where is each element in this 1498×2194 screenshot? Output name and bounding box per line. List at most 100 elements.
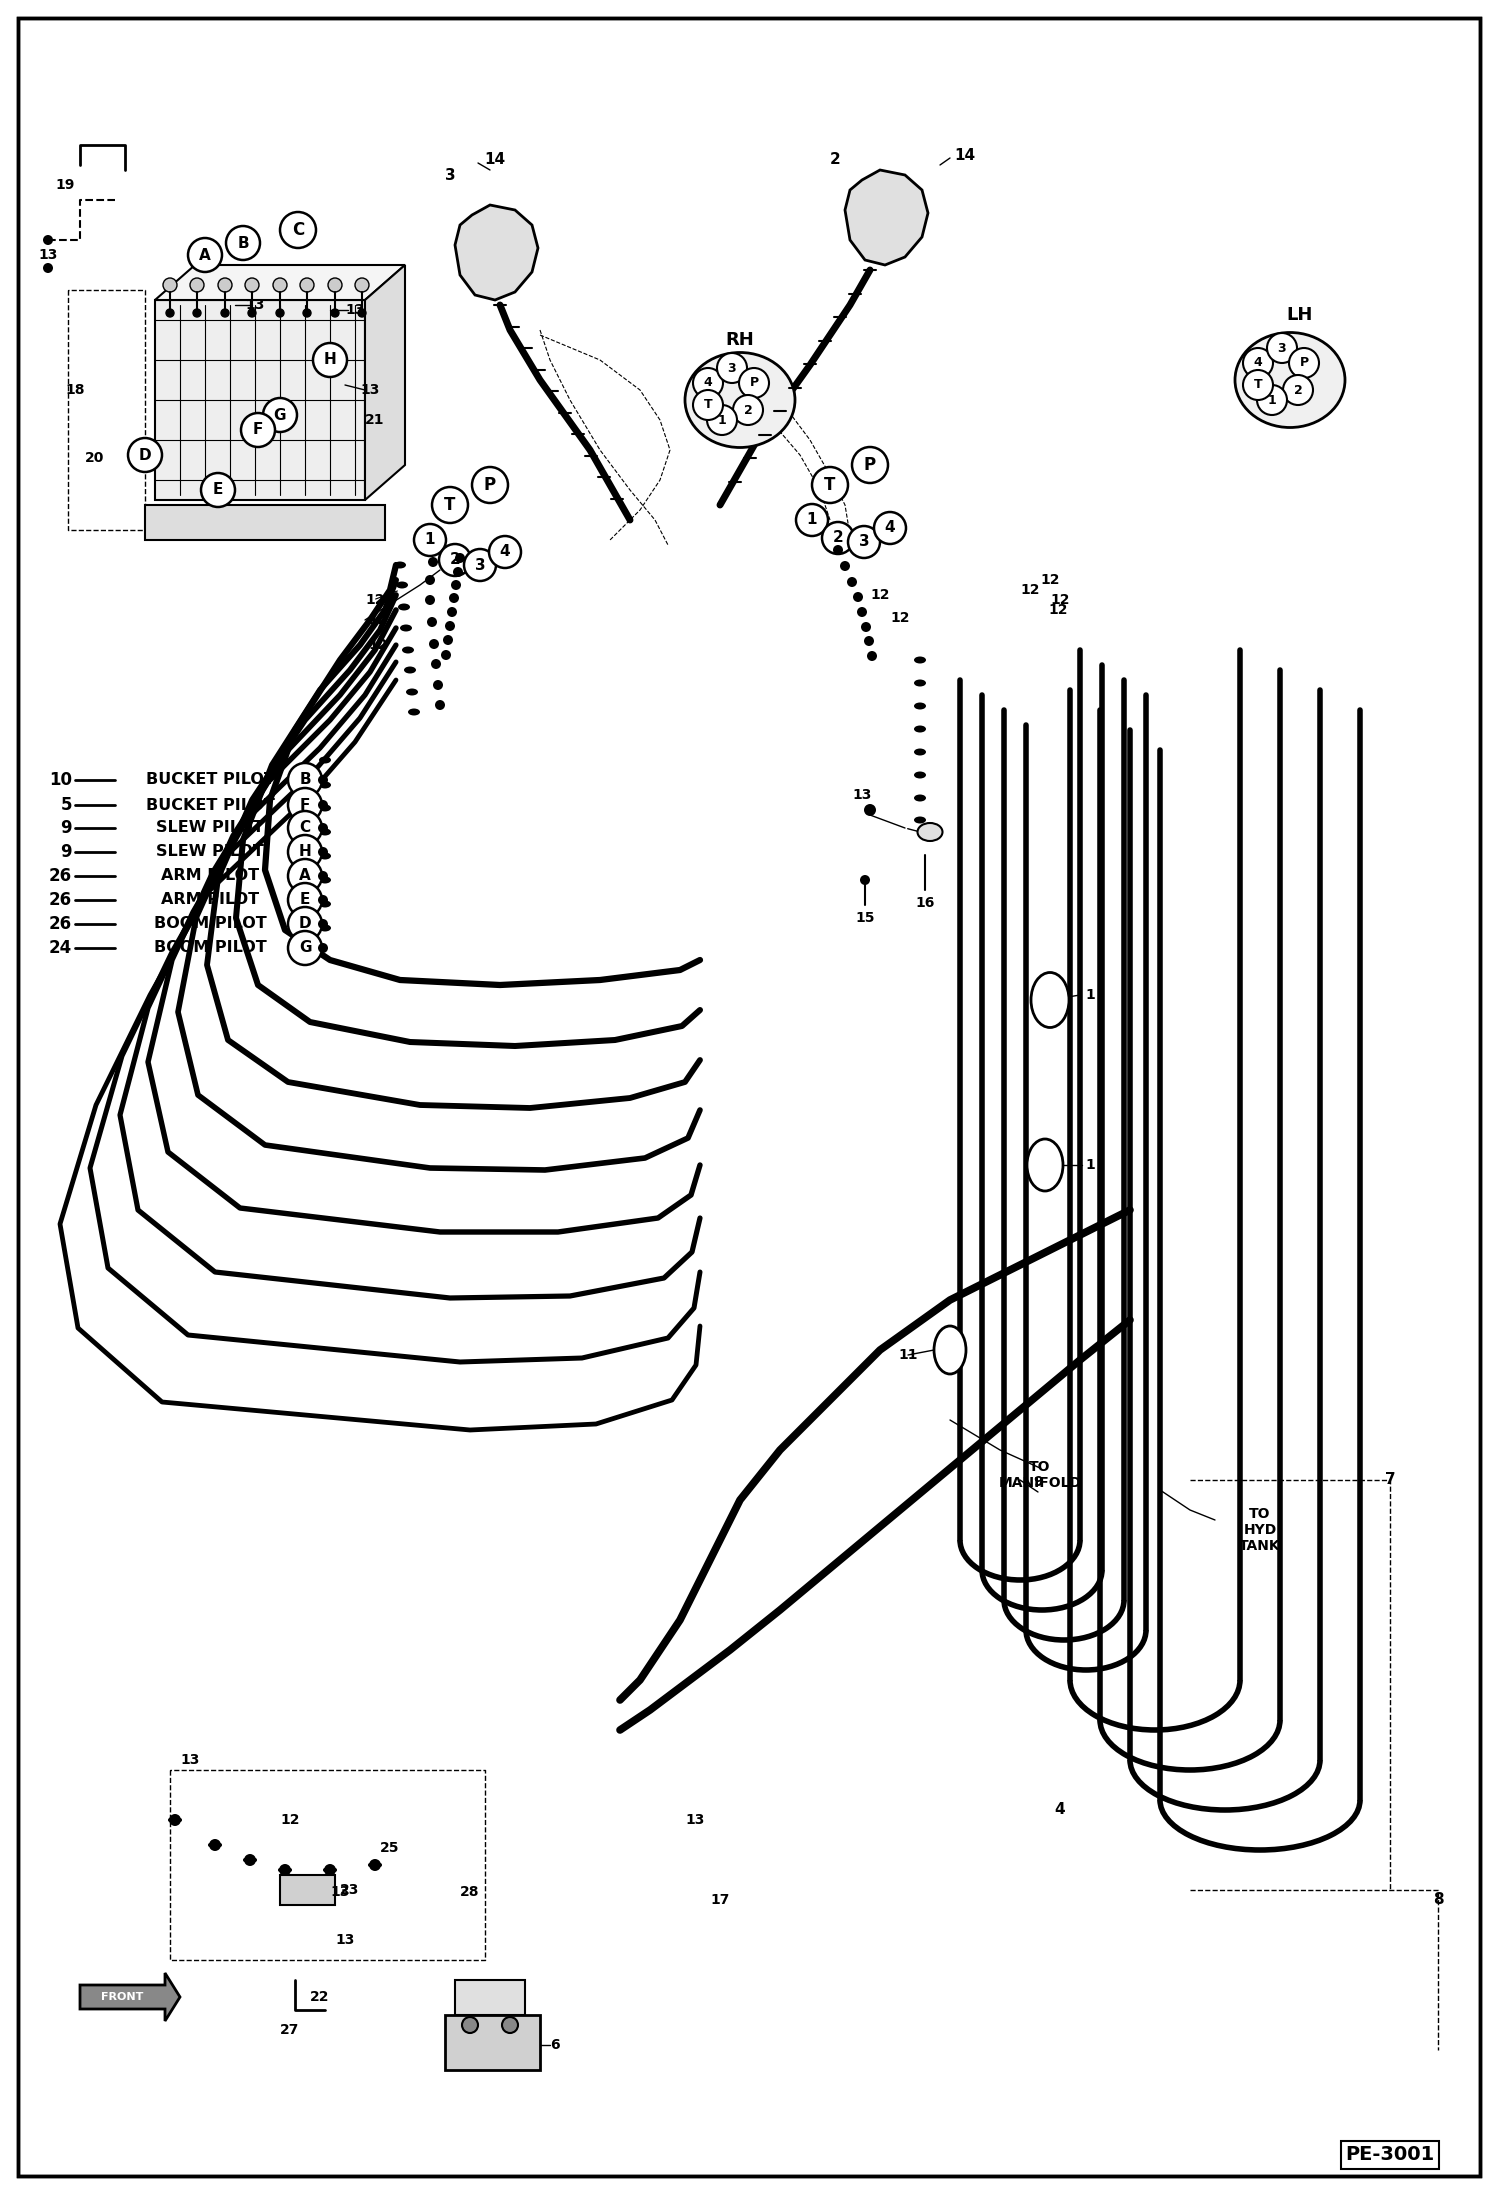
- Text: 2: 2: [833, 531, 843, 546]
- Circle shape: [279, 1865, 291, 1876]
- Text: ARM PILOT: ARM PILOT: [160, 869, 259, 884]
- Bar: [145, 505, 385, 540]
- Text: 26: 26: [49, 867, 72, 884]
- Circle shape: [867, 652, 876, 660]
- Circle shape: [318, 871, 328, 882]
- Text: 13: 13: [346, 303, 364, 316]
- Text: BOOM PILOT: BOOM PILOT: [154, 917, 267, 932]
- Circle shape: [324, 1865, 336, 1876]
- Text: T: T: [1254, 380, 1263, 391]
- Circle shape: [43, 263, 52, 272]
- Text: 23: 23: [340, 1882, 360, 1898]
- Circle shape: [846, 577, 857, 588]
- Text: H: H: [324, 353, 337, 369]
- Circle shape: [873, 511, 906, 544]
- Circle shape: [431, 487, 467, 522]
- Text: 2: 2: [743, 404, 752, 417]
- Circle shape: [43, 235, 52, 246]
- Circle shape: [449, 592, 458, 603]
- Text: BOOM PILOT: BOOM PILOT: [154, 941, 267, 957]
- Text: 1: 1: [807, 513, 818, 527]
- Text: 26: 26: [49, 891, 72, 908]
- Text: D: D: [139, 448, 151, 463]
- Text: 4: 4: [885, 520, 896, 535]
- Ellipse shape: [407, 709, 419, 715]
- Circle shape: [446, 608, 457, 617]
- Text: 3: 3: [475, 557, 485, 573]
- Circle shape: [190, 279, 204, 292]
- Circle shape: [201, 474, 235, 507]
- Ellipse shape: [319, 924, 331, 932]
- Circle shape: [488, 535, 521, 568]
- Text: 21: 21: [366, 412, 385, 428]
- Text: 13: 13: [685, 1812, 704, 1828]
- Circle shape: [1288, 349, 1320, 377]
- Circle shape: [452, 566, 463, 577]
- Circle shape: [273, 279, 288, 292]
- Ellipse shape: [394, 562, 406, 568]
- Circle shape: [169, 1814, 181, 1825]
- Text: D: D: [298, 917, 312, 932]
- Text: 9: 9: [60, 818, 72, 836]
- Ellipse shape: [319, 829, 331, 836]
- Circle shape: [189, 237, 222, 272]
- Text: 11: 11: [899, 1347, 918, 1362]
- Text: 12: 12: [280, 1812, 300, 1828]
- Text: 13: 13: [361, 384, 379, 397]
- Text: 13: 13: [180, 1753, 199, 1766]
- Text: 20: 20: [85, 452, 105, 465]
- Circle shape: [355, 279, 369, 292]
- Ellipse shape: [398, 603, 410, 610]
- Ellipse shape: [319, 757, 331, 764]
- Text: 12: 12: [1049, 603, 1068, 617]
- Circle shape: [303, 309, 312, 316]
- Circle shape: [226, 226, 261, 261]
- Text: 8: 8: [1432, 1893, 1443, 1907]
- Text: 1: 1: [425, 533, 436, 548]
- Circle shape: [413, 524, 446, 555]
- Circle shape: [848, 527, 879, 557]
- Text: T: T: [824, 476, 836, 494]
- Circle shape: [445, 621, 455, 632]
- Ellipse shape: [319, 853, 331, 860]
- Polygon shape: [845, 169, 927, 265]
- Text: 12: 12: [1020, 584, 1040, 597]
- Circle shape: [244, 1854, 256, 1867]
- Text: F: F: [300, 796, 310, 812]
- Circle shape: [300, 279, 315, 292]
- Text: 13: 13: [246, 298, 265, 312]
- Ellipse shape: [917, 823, 942, 840]
- Ellipse shape: [401, 647, 413, 654]
- Ellipse shape: [914, 726, 926, 733]
- Circle shape: [455, 553, 464, 564]
- Circle shape: [864, 636, 873, 645]
- Text: C: C: [292, 222, 304, 239]
- Circle shape: [280, 213, 316, 248]
- Circle shape: [369, 1858, 380, 1871]
- Text: C: C: [300, 821, 310, 836]
- Text: A: A: [300, 869, 312, 884]
- Circle shape: [425, 595, 434, 606]
- Text: 2: 2: [449, 553, 460, 568]
- Text: P: P: [1299, 355, 1309, 369]
- Ellipse shape: [319, 900, 331, 908]
- Circle shape: [707, 406, 737, 434]
- Text: P: P: [749, 377, 758, 391]
- Text: 16: 16: [915, 895, 935, 911]
- Ellipse shape: [914, 794, 926, 801]
- Circle shape: [1243, 371, 1273, 399]
- Text: G: G: [274, 408, 286, 423]
- Text: 3: 3: [728, 362, 737, 375]
- Text: 26: 26: [49, 915, 72, 932]
- Ellipse shape: [914, 748, 926, 755]
- Circle shape: [1257, 384, 1287, 415]
- Circle shape: [249, 309, 256, 316]
- Bar: [154, 301, 366, 500]
- Text: PE-3001: PE-3001: [1345, 2146, 1435, 2165]
- Bar: [445, 2014, 539, 2069]
- Text: SLEW PILOT: SLEW PILOT: [156, 821, 264, 836]
- Text: 4: 4: [704, 377, 713, 391]
- Text: 3: 3: [1278, 342, 1287, 355]
- Circle shape: [440, 649, 451, 660]
- Circle shape: [276, 309, 285, 316]
